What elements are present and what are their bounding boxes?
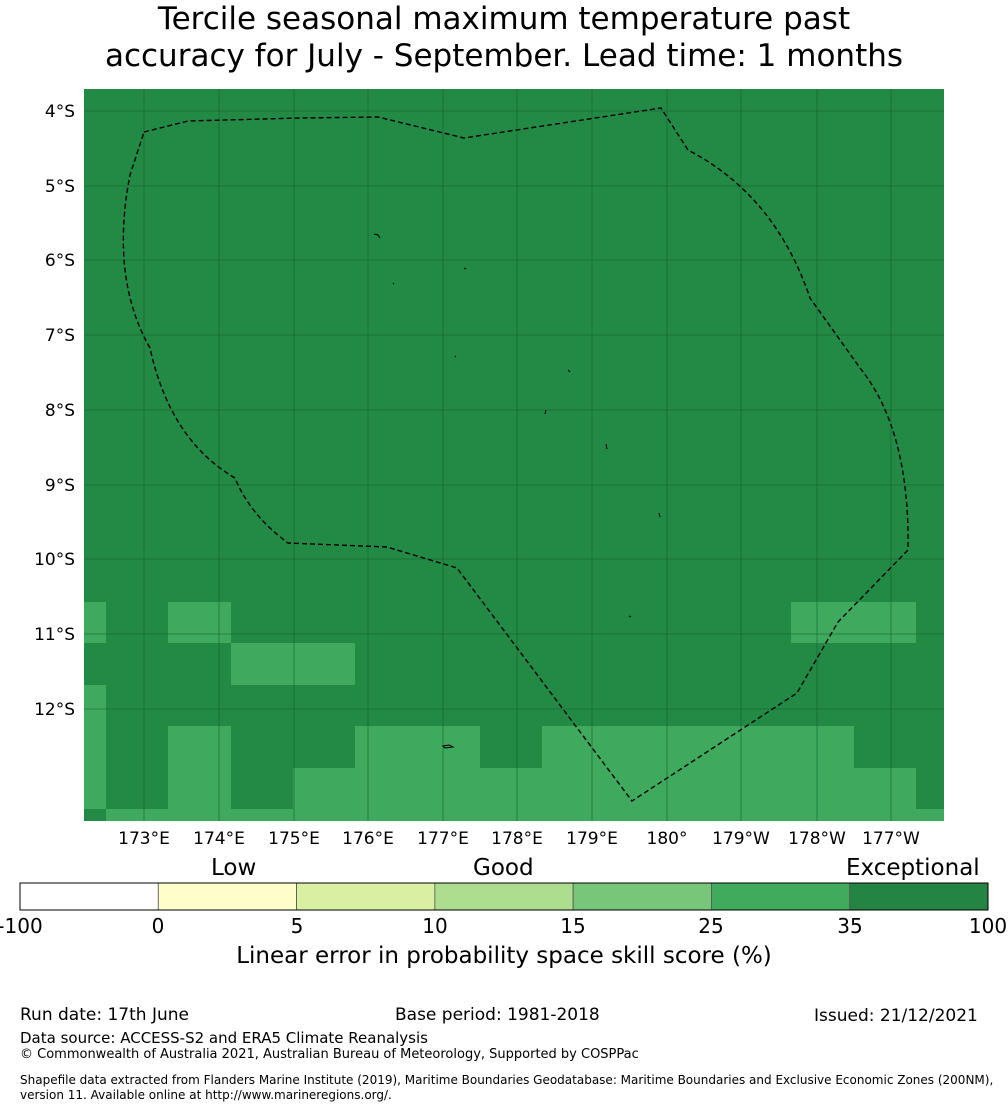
island (658, 512, 661, 518)
colorbar-segment (849, 882, 989, 911)
island (567, 369, 571, 373)
island (373, 233, 381, 239)
skill-cell (168, 726, 231, 821)
island (605, 443, 608, 450)
longitude-label: 178°W (788, 829, 846, 849)
longitude-label: 173°E (118, 829, 170, 849)
latitude-label: 12°S (34, 700, 75, 720)
colorbar-segment (572, 882, 712, 911)
skill-cell (916, 809, 944, 821)
latitude-label: 10°S (34, 550, 75, 570)
island (628, 615, 632, 618)
island (454, 355, 457, 358)
island (463, 267, 467, 270)
colorbar-tick: 25 (698, 914, 724, 938)
colorbar-segment (19, 882, 159, 911)
shapefile-credit-line-1: Shapefile data extracted from Flanders M… (20, 1073, 994, 1087)
longitude-label: 178°E (491, 829, 543, 849)
latitude-label: 5°S (45, 177, 75, 197)
run-date: Run date: 17th June (20, 1005, 189, 1025)
longitude-label: 179°E (566, 829, 618, 849)
colorbar-tick: 5 (290, 914, 304, 938)
longitude-label: 176°E (342, 829, 394, 849)
island (544, 409, 547, 415)
colorbar-frame (19, 882, 989, 911)
colorbar-segment (157, 882, 297, 911)
longitude-label: 175°E (268, 829, 320, 849)
eez-boundary (122, 107, 909, 802)
colorbar (19, 882, 989, 911)
latitude-labels: 4°S 5°S 6°S 7°S 8°S 9°S 10°S 11°S 12°S (34, 102, 75, 720)
colorbar-segment (434, 882, 574, 911)
skill-cell (355, 726, 480, 768)
colorbar-header-low: Low (211, 855, 257, 881)
skill-cell (293, 768, 480, 821)
colorbar-segment (296, 882, 436, 911)
map-background (84, 89, 944, 821)
shapefile-credit-line-2: version 11. Available online at http://w… (20, 1088, 392, 1102)
colorbar-tick: -100 (0, 914, 43, 938)
colorbar-tick: 35 (837, 914, 863, 938)
latitude-label: 7°S (45, 326, 75, 346)
latitude-label: 11°S (34, 625, 75, 645)
longitude-label: 177°E (417, 829, 469, 849)
colorbar-tick: 0 (151, 914, 165, 938)
colorbar-tick: 100 (968, 914, 1008, 938)
longitude-label: 174°E (193, 829, 245, 849)
skill-cell (791, 602, 916, 643)
skill-cell (106, 809, 168, 821)
skill-cell (480, 768, 542, 821)
colorbar-label: Linear error in probability space skill … (236, 943, 772, 969)
map-panel (84, 89, 944, 821)
longitude-label: 177°W (862, 829, 920, 849)
island-outlines (373, 233, 661, 749)
base-period: Base period: 1981-2018 (395, 1005, 600, 1025)
data-source: Data source: ACCESS-S2 and ERA5 Climate … (20, 1029, 428, 1047)
latitude-label: 6°S (45, 251, 75, 271)
skill-cell (231, 643, 355, 685)
skill-cells (84, 602, 944, 821)
skill-cell (168, 602, 231, 643)
island (392, 282, 395, 285)
colorbar-tick: 10 (422, 914, 448, 938)
longitude-label: 180° (647, 829, 688, 849)
copyright: © Commonwealth of Australia 2021, Austra… (20, 1047, 639, 1062)
skill-cell (84, 685, 106, 809)
colorbar-segment (711, 882, 851, 911)
skill-cell (854, 768, 916, 821)
chart-title-line-2: accuracy for July - September. Lead time… (104, 38, 904, 74)
colorbar-tick: 15 (560, 914, 586, 938)
longitude-labels: 173°E 174°E 175°E 176°E 177°E 178°E 179°E 180° 1… (118, 829, 920, 849)
chart-title-line-1: Tercile seasonal maximum temperature pas… (157, 1, 851, 37)
colorbar-header-exceptional: Exceptional (846, 855, 980, 881)
latitude-label: 9°S (45, 476, 75, 496)
colorbar-header-good: Good (473, 855, 534, 881)
skill-cell (231, 809, 293, 821)
longitude-label: 179°W (712, 829, 770, 849)
skill-cell (542, 726, 854, 821)
latitude-label: 4°S (45, 102, 75, 122)
gridlines (84, 89, 944, 821)
issued-date: Issued: 21/12/2021 (814, 1006, 978, 1026)
skill-cell (84, 602, 106, 643)
island (441, 744, 455, 749)
latitude-label: 8°S (45, 401, 75, 421)
